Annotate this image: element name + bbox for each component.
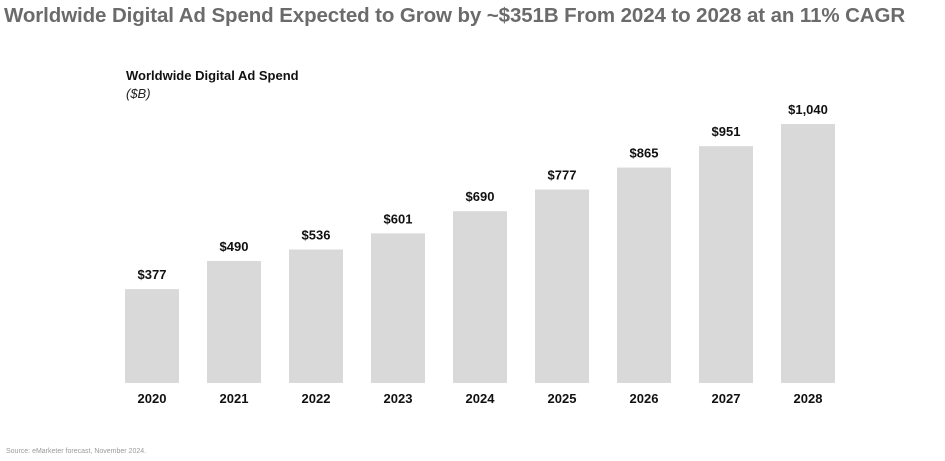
- x-tick-label-2025: 2025: [548, 391, 577, 406]
- x-tick-label-2020: 2020: [138, 391, 167, 406]
- source-note: Source: eMarketer forecast, November 202…: [6, 448, 147, 455]
- data-label-2028: $1,040: [788, 102, 828, 117]
- bar-2020: [125, 289, 179, 383]
- x-tick-label-2021: 2021: [220, 391, 249, 406]
- data-label-2026: $865: [630, 146, 659, 161]
- data-label-2023: $601: [384, 211, 413, 226]
- x-tick-label-2023: 2023: [384, 391, 413, 406]
- bar-2028: [781, 124, 835, 383]
- bar-2027: [699, 146, 753, 383]
- bar-2024: [453, 211, 507, 383]
- x-tick-label-2028: 2028: [794, 391, 823, 406]
- x-tick-label-2024: 2024: [466, 391, 496, 406]
- bar-2021: [207, 260, 261, 383]
- chart-title: Worldwide Digital Ad Spend: [126, 68, 299, 83]
- data-label-2020: $377: [138, 267, 167, 282]
- chart-subtitle: ($B): [126, 86, 151, 101]
- x-tick-label-2027: 2027: [712, 391, 741, 406]
- bar-2023: [371, 233, 425, 383]
- data-label-2024: $690: [466, 189, 495, 204]
- x-tick-label-2026: 2026: [630, 391, 659, 406]
- data-label-2025: $777: [548, 167, 577, 182]
- bar-2026: [617, 167, 671, 383]
- bar-2025: [535, 189, 589, 383]
- data-label-2022: $536: [302, 228, 331, 243]
- x-tick-label-2022: 2022: [302, 391, 331, 406]
- data-label-2021: $490: [220, 239, 249, 254]
- bar-2022: [289, 249, 343, 383]
- data-label-2027: $951: [712, 124, 741, 139]
- page-headline: Worldwide Digital Ad Spend Expected to G…: [4, 4, 906, 27]
